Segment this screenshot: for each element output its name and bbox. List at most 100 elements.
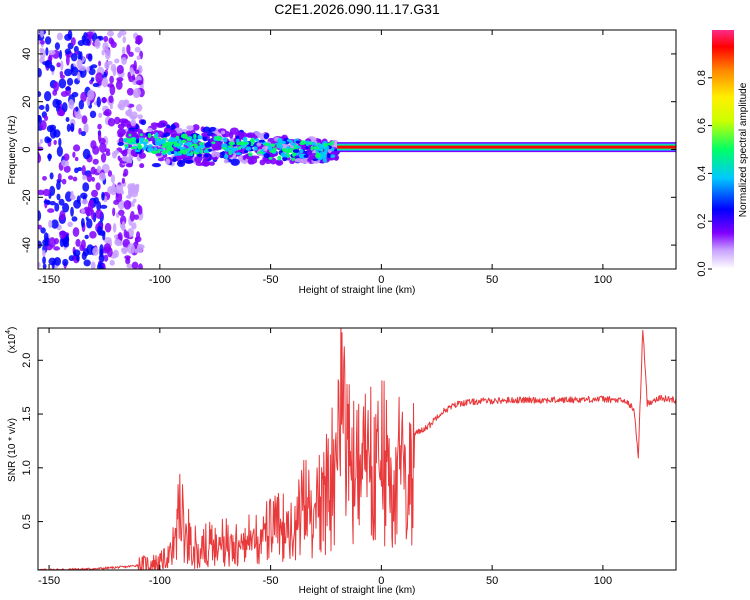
noise-blob (107, 30, 114, 37)
noise-blob (64, 68, 72, 77)
turbulent-core (213, 136, 221, 140)
turbulent-core (124, 146, 129, 150)
noise-blob (135, 39, 141, 45)
noise-blob (135, 80, 144, 86)
turbulent-halo (164, 132, 171, 137)
noise-blob (126, 256, 130, 262)
noise-blob (89, 110, 97, 119)
noise-blob (39, 138, 43, 144)
spectrogram-ytick-label: 20 (21, 96, 33, 108)
noise-blob (51, 219, 59, 229)
turbulent-halo (211, 150, 217, 158)
turbulent-core (161, 150, 169, 154)
snr-ytick-label: 0.5 (21, 514, 33, 529)
noise-blob (134, 69, 140, 75)
turbulent-core (330, 147, 335, 152)
turbulent-core (211, 141, 216, 145)
noise-blob (70, 122, 75, 133)
turbulent-core (310, 145, 314, 151)
noise-blob (44, 59, 53, 69)
turbulent-core (255, 138, 259, 142)
noise-blob (70, 190, 74, 200)
noise-blob (40, 227, 46, 234)
noise-blob (133, 214, 140, 220)
turbulent-core (154, 132, 159, 138)
turbulent-core (204, 143, 212, 148)
turbulent-core (166, 141, 174, 146)
turbulent-core (203, 149, 209, 153)
svg-text:(x104): (x104) (5, 327, 18, 354)
snr-xlabel: Height of straight line (km) (299, 585, 416, 596)
noise-blob (57, 173, 62, 181)
spectrogram-panel: -150 -100 -50 0 50 100 -40 -20 0 20 40 Height of s… (7, 29, 677, 296)
turbulent-halo (221, 130, 226, 135)
noise-blob (121, 46, 126, 55)
turbulent-halo (166, 124, 171, 129)
noise-blob (56, 181, 61, 191)
noise-blob (86, 218, 93, 229)
noise-blob (42, 175, 47, 181)
turbulent-core (260, 148, 264, 152)
noise-blob (92, 145, 100, 155)
noise-blob (101, 97, 108, 104)
colorbar-ticks: 0.0 0.2 0.4 0.6 0.8 (696, 70, 712, 277)
turbulent-core (327, 153, 331, 158)
noise-blob (38, 114, 42, 125)
noise-blob (48, 257, 57, 266)
noise-blob (84, 234, 89, 240)
noise-blob (122, 100, 130, 107)
spectrogram-heatmap (38, 30, 676, 269)
turbulent-core (281, 148, 288, 153)
noise-blob (56, 193, 61, 201)
noise-blob (115, 80, 123, 90)
noise-blob (85, 216, 89, 221)
turbulent-halo (259, 159, 266, 166)
spectrogram-xtick-label: -150 (38, 274, 60, 286)
turbulent-core (269, 145, 273, 151)
noise-blob (121, 56, 127, 65)
turbulent-halo (256, 142, 262, 147)
noise-blob (38, 210, 42, 222)
turbulent-core (159, 139, 166, 144)
noise-blob (38, 104, 45, 110)
spectrogram-axes: -150 -100 -50 0 50 100 -40 -20 0 20 40 (21, 30, 676, 286)
turbulent-core (192, 138, 197, 143)
noise-blob (47, 208, 55, 213)
noise-blob (88, 68, 96, 76)
turbulent-core (288, 147, 294, 153)
noise-blob (86, 31, 94, 38)
noise-blob (131, 261, 139, 269)
noise-blob (80, 131, 86, 137)
noise-blob (62, 258, 69, 267)
noise-blob (77, 50, 82, 61)
turbulent-core (281, 140, 286, 145)
turbulent-core (147, 144, 153, 148)
noise-blob (104, 222, 112, 233)
noise-blob (65, 86, 72, 91)
turbulent-core (197, 135, 203, 140)
turbulent-core (272, 147, 277, 152)
noise-blob (62, 202, 70, 213)
turbulent-core (277, 155, 282, 161)
spectrogram-xtick-label: -50 (263, 274, 279, 286)
noise-blob (48, 219, 53, 229)
noise-blob (81, 35, 86, 43)
turbulent-core (128, 133, 132, 137)
snr-xtick-label: -150 (38, 575, 60, 587)
turbulent-core (253, 146, 258, 151)
noise-blob (87, 53, 93, 62)
turbulent-halo (263, 133, 269, 140)
noise-blob (64, 48, 72, 55)
noise-blob (111, 150, 118, 159)
noise-blob (95, 182, 101, 191)
noise-blob (133, 87, 142, 97)
noise-blob (89, 231, 97, 239)
spectrogram-ytick-label: 0 (21, 146, 33, 152)
noise-blob (107, 117, 116, 127)
turbulent-core (299, 142, 305, 146)
noise-blob (139, 83, 144, 90)
turbulent-core (298, 153, 303, 157)
noise-blob (72, 227, 80, 237)
noise-blob (73, 45, 79, 53)
noise-blob (56, 146, 63, 157)
